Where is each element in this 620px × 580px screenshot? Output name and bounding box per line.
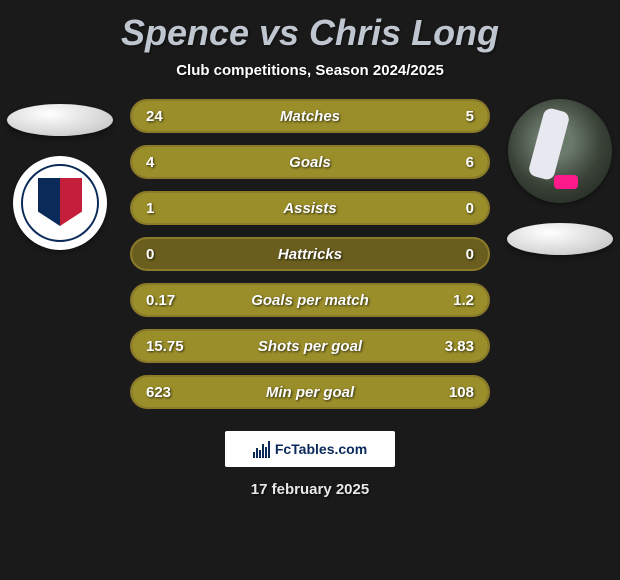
stat-value-right: 108 [449,384,474,401]
left-side [0,99,120,250]
stat-row: 0 Hattricks 0 [130,237,490,271]
stat-value-left: 15.75 [146,338,184,355]
bar-chart-icon [253,440,271,458]
stat-label: Assists [283,200,336,217]
stat-fill-left [132,101,424,131]
stat-label: Matches [280,108,340,125]
footer-brand-text: FcTables.com [275,441,367,457]
club-crest-left [13,156,107,250]
stat-row: 15.75 Shots per goal 3.83 [130,329,490,363]
stat-value-left: 4 [146,154,154,171]
stat-row: 1 Assists 0 [130,191,490,225]
stat-row: 4 Goals 6 [130,145,490,179]
stat-value-left: 0 [146,246,154,263]
stat-value-right: 3.83 [445,338,474,355]
stat-value-right: 0 [466,246,474,263]
stat-label: Min per goal [266,384,354,401]
stat-value-right: 0 [466,200,474,217]
stat-row: 24 Matches 5 [130,99,490,133]
player-photo-right [508,99,612,203]
player-oval-right [507,223,613,255]
stat-row: 623 Min per goal 108 [130,375,490,409]
stat-value-right: 6 [466,154,474,171]
stat-value-left: 1 [146,200,154,217]
footer-brand-badge: FcTables.com [225,431,395,467]
player-boot-shape [554,175,578,189]
stat-value-right: 1.2 [453,292,474,309]
stat-row: 0.17 Goals per match 1.2 [130,283,490,317]
stats-column: 24 Matches 5 4 Goals 6 1 Assists 0 0 Hattricks 0 0.1… [130,99,490,409]
content-area: 24 Matches 5 4 Goals 6 1 Assists 0 0 Hattricks 0 0.1… [0,99,620,409]
stat-label: Goals per match [251,292,369,309]
stat-value-right: 5 [466,108,474,125]
right-side [500,99,620,255]
stat-label: Shots per goal [258,338,362,355]
stat-value-left: 24 [146,108,163,125]
player-oval-left [7,104,113,136]
stat-value-left: 0.17 [146,292,175,309]
stat-value-left: 623 [146,384,171,401]
page-title: Spence vs Chris Long [0,0,620,54]
date-text: 17 february 2025 [0,481,620,498]
stat-label: Goals [289,154,331,171]
subtitle: Club competitions, Season 2024/2025 [0,62,620,79]
stat-fill-right [424,101,488,131]
stat-label: Hattricks [278,246,342,263]
player-leg-shape [527,107,570,181]
shield-icon [38,178,82,226]
